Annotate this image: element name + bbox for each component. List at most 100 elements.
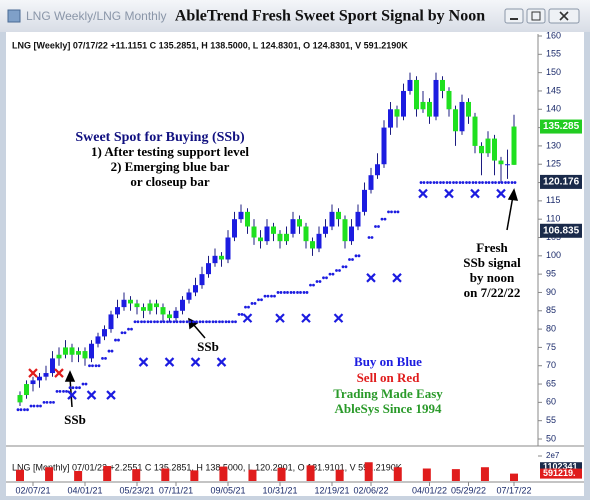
support-dot xyxy=(481,181,484,184)
candle-body xyxy=(50,358,55,374)
x-marker xyxy=(86,390,97,400)
x-tick-label: 05/23/21 xyxy=(119,485,154,495)
candle-body xyxy=(511,126,517,165)
support-dot xyxy=(387,210,390,214)
candle-body xyxy=(69,347,75,355)
x-marker xyxy=(275,313,285,323)
support-dot xyxy=(130,327,133,331)
support-dot xyxy=(432,181,436,184)
support-dot xyxy=(71,386,75,390)
support-dot xyxy=(494,181,497,184)
support-dot xyxy=(455,181,458,184)
support-dot xyxy=(188,320,192,324)
support-dot xyxy=(396,210,400,214)
candle-body xyxy=(219,255,224,260)
candle-body xyxy=(82,351,88,359)
candle-body xyxy=(414,79,419,110)
support-dot xyxy=(136,320,140,324)
x-marker xyxy=(366,273,376,283)
x-marker xyxy=(470,188,480,199)
support-dot xyxy=(283,291,286,294)
support-dot xyxy=(84,382,88,386)
volume-bar xyxy=(306,465,315,481)
y-tick-label: 60 xyxy=(546,397,556,407)
candle-body xyxy=(290,219,296,234)
candle-body xyxy=(342,219,348,242)
support-dot xyxy=(91,364,94,368)
support-dot xyxy=(471,181,475,184)
candle-body xyxy=(388,109,393,128)
volume-bar xyxy=(74,471,83,481)
y-tick-label: 70 xyxy=(546,360,556,370)
annotation: SSb xyxy=(197,339,219,354)
x-tick-label: 07/17/22 xyxy=(496,485,531,495)
candle-body xyxy=(76,351,81,355)
support-dot xyxy=(175,320,179,324)
annotation: Sweet Spot for Buying (SSb) xyxy=(75,130,245,145)
support-dot xyxy=(117,338,120,342)
minimize-button[interactable] xyxy=(504,8,524,24)
volume-box xyxy=(540,468,582,479)
candle-body xyxy=(323,226,328,234)
support-dot xyxy=(257,298,260,302)
x-marker xyxy=(444,188,454,199)
support-dot xyxy=(289,291,293,294)
volume-bar xyxy=(364,462,373,481)
support-dot xyxy=(338,269,341,272)
volume-bar xyxy=(219,466,228,481)
support-dot xyxy=(312,283,315,287)
y-tick-label: 155 xyxy=(546,49,561,59)
annotation: Trading Made Easy xyxy=(333,386,443,401)
support-dot xyxy=(231,320,234,324)
candle-body xyxy=(401,90,406,117)
support-dot xyxy=(78,386,81,390)
support-dot xyxy=(42,400,46,404)
x-tick-label: 02/06/22 xyxy=(353,485,388,495)
x-tick-label: 04/01/22 xyxy=(412,485,447,495)
tabs[interactable]: LNG Weekly/LNG Monthly xyxy=(26,9,167,23)
support-dot xyxy=(104,357,107,360)
support-dot xyxy=(65,389,68,393)
support-dot xyxy=(214,320,218,324)
annotation: Buy on Blue xyxy=(354,354,422,369)
support-dot xyxy=(468,181,471,184)
support-dot xyxy=(474,181,478,184)
support-dot xyxy=(110,349,114,353)
candle-body xyxy=(420,101,426,110)
support-dot xyxy=(448,181,452,184)
support-dot xyxy=(426,181,429,184)
candle-body xyxy=(336,211,341,220)
candle-body xyxy=(355,211,361,227)
maximize-button[interactable] xyxy=(526,8,546,24)
volume-bar xyxy=(480,467,489,481)
support-dot xyxy=(484,181,488,184)
support-dot xyxy=(75,386,78,390)
volume-bar xyxy=(190,470,199,481)
support-dot xyxy=(39,404,42,408)
x-marker xyxy=(216,357,227,367)
x-marker xyxy=(392,273,402,283)
volume-bar xyxy=(248,469,257,481)
support-dot xyxy=(325,276,328,280)
support-dot xyxy=(318,280,322,283)
candle-body xyxy=(251,226,257,238)
support-dot xyxy=(374,225,377,228)
support-dot xyxy=(49,400,52,404)
price-box xyxy=(540,119,582,134)
support-dot xyxy=(478,181,481,184)
support-dot xyxy=(422,181,426,184)
support-dot xyxy=(101,357,104,360)
y-tick-label: 90 xyxy=(546,287,556,297)
candle-body xyxy=(89,343,94,359)
window-buttons xyxy=(504,8,580,24)
candle-body xyxy=(466,101,471,117)
volume-bar xyxy=(161,468,170,481)
candle-body xyxy=(56,354,62,359)
support-dot xyxy=(185,320,189,324)
candle-body xyxy=(277,233,283,242)
support-dot xyxy=(393,210,397,214)
support-dot xyxy=(383,217,387,221)
support-dot xyxy=(179,320,182,324)
chart-title: AbleTrend Fresh Sweet Sport Signal by No… xyxy=(175,8,485,25)
